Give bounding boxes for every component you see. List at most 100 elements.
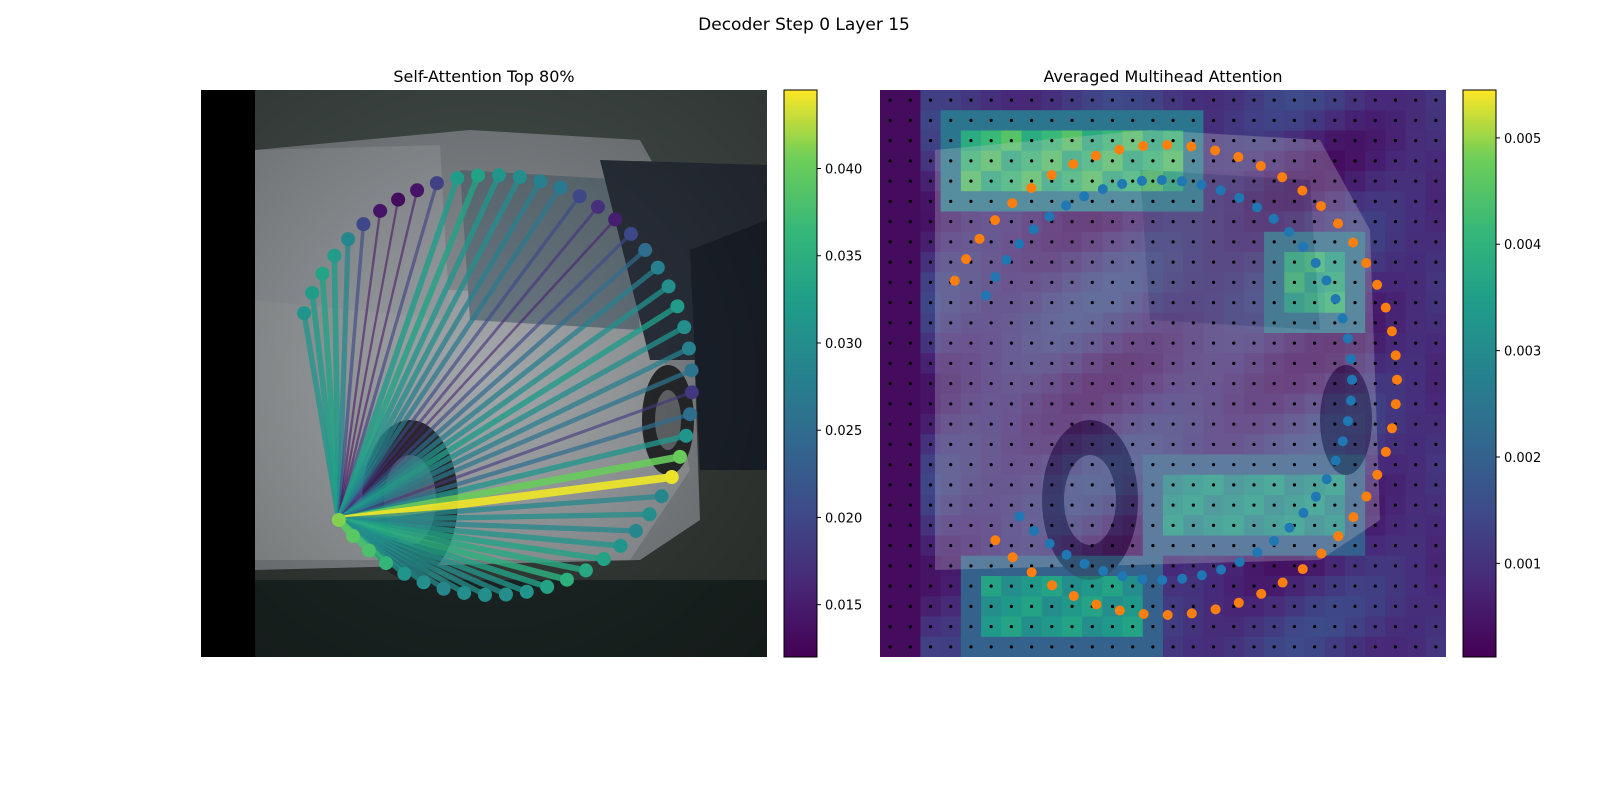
contour-point: [1380, 302, 1391, 313]
grid-dot: [1131, 220, 1135, 224]
grid-dot: [949, 159, 953, 163]
grid-dot: [1131, 139, 1135, 143]
contour-point: [1298, 241, 1309, 252]
grid-dot: [1131, 118, 1135, 122]
attention-edge: [337, 199, 400, 521]
grid-dot: [1292, 220, 1296, 224]
grid-dot: [1151, 179, 1155, 183]
grid-dot: [1313, 301, 1317, 305]
grid-dot: [989, 341, 993, 345]
contour-point: [1117, 178, 1128, 189]
attention-node: [297, 306, 312, 321]
grid-dot: [989, 402, 993, 406]
grid-dot: [888, 584, 892, 588]
attention-edge: [338, 412, 691, 523]
grid-dot: [1070, 240, 1074, 244]
grid-dot: [1232, 361, 1236, 365]
attention-node: [650, 260, 665, 275]
grid-dot: [1030, 584, 1034, 588]
grid-dot: [1232, 280, 1236, 284]
grid-dot: [969, 483, 973, 487]
grid-dot: [1313, 220, 1317, 224]
grid-dot: [888, 139, 892, 143]
grid-dot: [1252, 179, 1256, 183]
grid-dot: [989, 483, 993, 487]
grid-dot: [1151, 503, 1155, 507]
contour-point: [1310, 491, 1321, 502]
grid-dot: [928, 422, 933, 426]
grid-dot: [908, 442, 912, 446]
cbar-left-tick-label: 0.035: [825, 250, 862, 265]
contour-point: [1138, 141, 1149, 152]
grid-dot: [1171, 544, 1175, 548]
grid-dot: [1090, 240, 1094, 244]
grid-dot: [1110, 118, 1115, 122]
grid-dot: [1232, 179, 1236, 183]
grid-dot: [1292, 341, 1296, 345]
grid-dot: [1414, 139, 1418, 143]
grid-dot: [1272, 483, 1276, 487]
grid-dot: [1211, 139, 1216, 143]
contour-point: [1372, 279, 1383, 290]
grid-dot: [1050, 382, 1054, 386]
grid-dot: [1373, 118, 1377, 122]
grid-dot: [1333, 625, 1337, 629]
grid-dot: [1171, 240, 1175, 244]
grid-dot: [1030, 422, 1034, 426]
grid-dot: [1171, 220, 1175, 224]
grid-dot: [1333, 159, 1337, 163]
grid-dot: [1434, 321, 1438, 325]
grid-dot: [1393, 98, 1398, 102]
grid-dot: [1434, 280, 1438, 284]
contour-point: [1284, 522, 1295, 533]
grid-dot: [1252, 625, 1256, 629]
grid-dot: [1434, 260, 1438, 264]
grid-dot: [1434, 341, 1438, 345]
attention-node: [638, 243, 653, 258]
grid-dot: [928, 260, 933, 264]
grid-dot: [928, 321, 933, 325]
grid-dot: [1191, 422, 1195, 426]
grid-dot: [1333, 179, 1337, 183]
grid-dot: [1090, 402, 1094, 406]
grid-dot: [949, 584, 953, 588]
grid-dot: [989, 118, 993, 122]
contour-point: [1156, 175, 1167, 186]
grid-dot: [1110, 604, 1115, 608]
grid-dot: [989, 645, 993, 649]
grid-dot: [1151, 159, 1155, 163]
grid-dot: [928, 361, 933, 365]
grid-dot: [1151, 321, 1155, 325]
attention-node: [683, 407, 698, 422]
grid-dot: [1191, 159, 1195, 163]
grid-dot: [1131, 463, 1135, 467]
attention-edge: [336, 173, 502, 522]
grid-dot: [949, 321, 953, 325]
grid-dot: [1373, 584, 1377, 588]
grid-dot: [1232, 98, 1236, 102]
grid-dot: [1030, 645, 1034, 649]
grid-dot: [989, 361, 993, 365]
contour-point: [1157, 574, 1168, 585]
attention-node: [679, 428, 694, 443]
grid-dot: [1393, 625, 1398, 629]
grid-dot: [1171, 625, 1175, 629]
attention-edge: [337, 210, 382, 521]
grid-dot: [1252, 503, 1256, 507]
grid-dot: [1191, 240, 1195, 244]
grid-dot: [1090, 118, 1094, 122]
grid-dot: [1110, 159, 1115, 163]
grid-dot: [1252, 645, 1256, 649]
grid-dot: [1070, 503, 1074, 507]
grid-dot: [1373, 422, 1377, 426]
grid-dot: [1414, 179, 1418, 183]
grid-dot: [989, 260, 993, 264]
grid-dot: [928, 280, 933, 284]
attention-node: [471, 168, 486, 183]
grid-dot: [1030, 625, 1034, 629]
contour-point: [1047, 580, 1058, 591]
grid-dot: [1414, 422, 1418, 426]
grid-dot: [1211, 584, 1216, 588]
contour-point: [1114, 144, 1125, 155]
grid-dot: [1090, 361, 1094, 365]
